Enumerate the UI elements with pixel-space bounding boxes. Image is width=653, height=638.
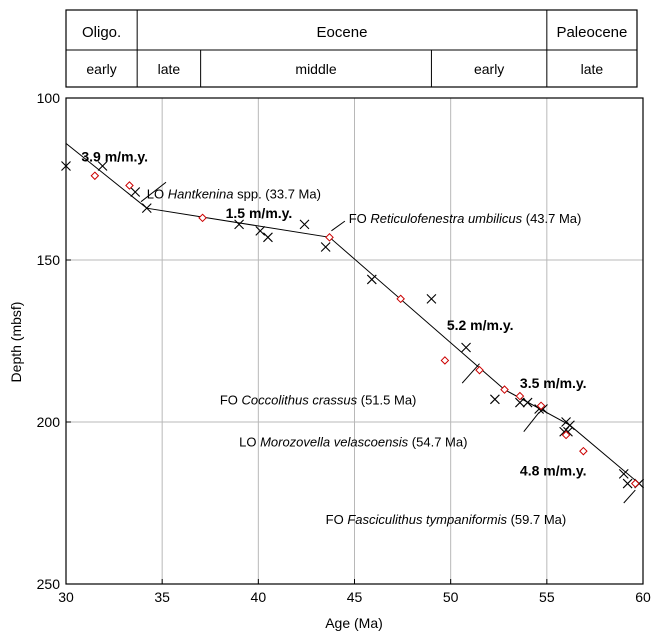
axis-ticks: 30 35 40 45 50 55 60 100 150 200 250 xyxy=(37,90,651,605)
x-marker xyxy=(622,478,633,489)
event-label: FO Coccolithus crassus (51.5 Ma) xyxy=(220,392,417,407)
x-tick-label: 45 xyxy=(347,589,363,605)
event-label: LO Hantkenina spp. (33.7 Ma) xyxy=(147,187,321,202)
x-marker xyxy=(61,161,71,171)
event-label: FO Reticulofenestra umbilicus (43.7 Ma) xyxy=(349,211,582,226)
diamond-marker xyxy=(90,171,100,181)
rate-label: 1.5 m/m.y. xyxy=(226,205,293,221)
annotations: 3.9 m/m.y. 1.5 m/m.y. 5.2 m/m.y. 3.5 m/m.y.… xyxy=(81,148,636,527)
event-label: FO Fasciculithus tympaniformis (59.7 Ma) xyxy=(326,512,567,527)
event-leader-line xyxy=(331,220,346,232)
epoch-label: Oligo. xyxy=(82,24,121,41)
header-box xyxy=(65,9,638,88)
x-marker xyxy=(426,293,437,304)
rate-label: 3.9 m/m.y. xyxy=(81,148,148,164)
y-axis-label: Depth (mbsf) xyxy=(8,302,24,383)
x-marker xyxy=(255,225,266,236)
x-marker xyxy=(515,397,525,408)
rate-label: 4.8 m/m.y. xyxy=(520,463,587,479)
diamond-marker xyxy=(630,479,640,488)
diamond-marker xyxy=(325,233,334,242)
x-marker xyxy=(263,232,273,243)
x-marker xyxy=(97,161,108,171)
stratigraphy-header: Oligo. Eocene Paleocene early late middle earl… xyxy=(65,9,638,88)
diamond-marker xyxy=(515,391,525,401)
rate-label: 3.5 m/m.y. xyxy=(520,375,587,391)
diamond-marker xyxy=(500,385,509,394)
subepoch-label: middle xyxy=(295,61,336,77)
diamond-marker xyxy=(396,294,405,304)
diamond-marker xyxy=(561,430,571,440)
x-marker xyxy=(366,274,377,285)
y-tick-label: 250 xyxy=(37,576,61,592)
plot-grid xyxy=(66,98,643,584)
y-tick-label: 150 xyxy=(37,252,61,268)
x-marker xyxy=(234,219,244,230)
x-marker xyxy=(130,187,141,197)
x-marker xyxy=(461,342,471,353)
subepoch-label: late xyxy=(158,61,181,77)
x-marker xyxy=(565,420,575,431)
event-leader-line xyxy=(623,489,636,504)
subepoch-label: early xyxy=(474,61,504,77)
x-marker xyxy=(320,242,331,252)
x-marker xyxy=(299,219,310,230)
x-tick-label: 30 xyxy=(58,589,74,605)
event-label: LO Morozovella velascoensis (54.7 Ma) xyxy=(239,434,467,449)
x-marker xyxy=(618,468,629,479)
x-tick-label: 55 xyxy=(539,589,555,605)
event-leader-line xyxy=(523,411,540,433)
event-leader-line xyxy=(140,181,167,203)
x-tick-label: 60 xyxy=(635,589,651,605)
x-tick-label: 40 xyxy=(251,589,267,605)
diamond-marker xyxy=(536,401,546,411)
x-marker xyxy=(141,203,152,214)
diamond-marker xyxy=(579,446,588,456)
line-of-correlation xyxy=(65,143,640,484)
y-tick-label: 200 xyxy=(37,414,61,430)
x-marker xyxy=(522,397,533,408)
epoch-label: Paleocene xyxy=(556,24,627,41)
y-tick-label: 100 xyxy=(37,90,61,106)
epoch-label: Eocene xyxy=(317,24,368,41)
x-tick-label: 35 xyxy=(154,589,170,605)
x-marker xyxy=(490,394,500,405)
x-tick-label: 50 xyxy=(443,589,459,605)
diamond-marker xyxy=(440,356,450,365)
correlation-line-group xyxy=(65,143,640,484)
data-points xyxy=(61,161,645,489)
diamond-marker xyxy=(198,213,207,223)
rate-label: 5.2 m/m.y. xyxy=(447,317,514,333)
x-axis-label: Age (Ma) xyxy=(325,615,383,631)
subepoch-label: late xyxy=(581,61,604,77)
diamond-marker xyxy=(125,181,134,190)
subepoch-label: early xyxy=(86,61,116,77)
diamond-marker xyxy=(475,365,484,375)
event-leader-line xyxy=(461,363,480,384)
